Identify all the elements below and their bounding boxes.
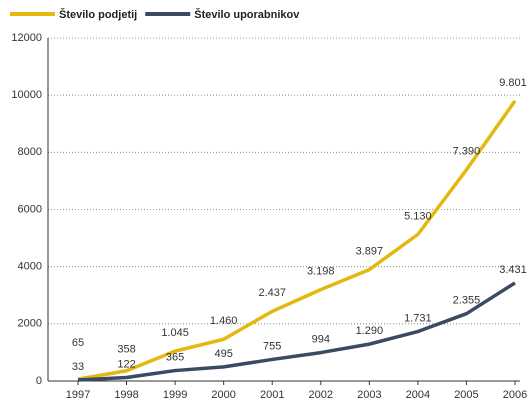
legend-swatch (10, 12, 55, 16)
x-tick-label: 2003 (357, 389, 381, 401)
y-tick-label: 2000 (18, 318, 42, 330)
data-label: 1.045 (161, 327, 189, 339)
data-label: 65 (72, 337, 84, 349)
data-label: 755 (263, 340, 281, 352)
data-label: 994 (312, 333, 330, 345)
data-label: 495 (214, 348, 232, 360)
y-tick-label: 6000 (18, 203, 42, 215)
data-label: 1.290 (356, 325, 384, 337)
y-tick-label: 4000 (18, 261, 42, 273)
data-label: 1.460 (210, 315, 238, 327)
legend-label: Število podjetij (59, 8, 137, 21)
data-label: 365 (166, 351, 184, 363)
y-tick-label: 10000 (11, 89, 42, 101)
x-tick-label: 2001 (260, 389, 284, 401)
y-tick-label: 0 (36, 375, 42, 387)
data-label: 3.198 (307, 265, 335, 277)
legend-label: Število uporabnikov (194, 8, 300, 21)
series-line (77, 281, 516, 382)
y-tick-label: 12000 (11, 32, 42, 44)
series-line (77, 99, 517, 381)
x-tick-label: 1999 (163, 389, 187, 401)
x-tick-label: 2004 (406, 389, 430, 401)
y-tick-label: 8000 (18, 146, 42, 158)
data-label: 9.801 (499, 77, 527, 89)
data-label: 3.897 (356, 246, 384, 258)
x-tick-label: 1998 (114, 389, 138, 401)
data-label: 33 (72, 361, 84, 373)
data-label: 5.130 (404, 210, 432, 222)
data-label: 358 (117, 344, 135, 356)
x-tick-label: 2002 (309, 389, 333, 401)
data-label: 3.431 (499, 264, 527, 276)
x-tick-label: 2006 (503, 389, 527, 401)
data-label: 2.355 (453, 295, 481, 307)
data-label: 2.437 (258, 287, 286, 299)
x-tick-label: 2000 (211, 389, 235, 401)
data-label: 122 (117, 358, 135, 370)
legend-swatch (145, 12, 191, 16)
x-tick-label: 1997 (66, 389, 90, 401)
x-tick-label: 2005 (454, 389, 478, 401)
data-label: 7.390 (453, 146, 481, 158)
data-label: 1.731 (404, 312, 432, 324)
